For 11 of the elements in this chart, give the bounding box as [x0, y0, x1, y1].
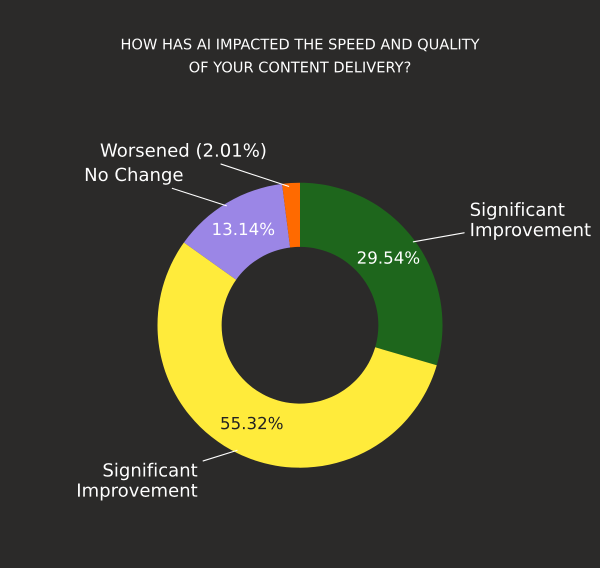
- slice-label: Worsened (2.01%): [100, 142, 266, 160]
- donut-slice: [282, 182, 300, 248]
- slice-label: Significant Improvement: [470, 202, 591, 240]
- chart-title: HOW HAS AI IMPACTED THE SPEED AND QUALITY OF YOUR CONTENT DELIVERY?: [122, 38, 480, 73]
- donut-slice: [184, 184, 290, 280]
- data-label: 13.14%: [213, 222, 274, 236]
- slice-label: No Change: [86, 167, 183, 185]
- slice-label: Significant Improvement: [78, 462, 198, 500]
- donut-slice: [300, 182, 442, 366]
- data-label: 29.54%: [358, 251, 420, 264]
- data-label: 55.32%: [221, 416, 283, 430]
